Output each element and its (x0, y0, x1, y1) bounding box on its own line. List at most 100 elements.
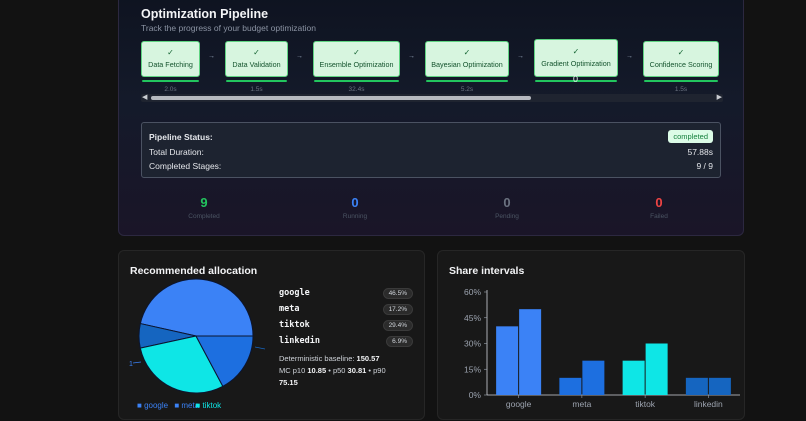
allocation-card: Recommended allocation 1 google 46.5% me… (118, 250, 425, 420)
arrow-right-icon: → (296, 53, 304, 60)
bar-linkedin-low[interactable] (685, 377, 708, 395)
stage-progress-bar (142, 80, 199, 82)
y-tick-label: 60% (464, 287, 481, 297)
stage-bayesian-optimization[interactable]: ✓ Bayesian Optimization 5.2s (425, 41, 509, 93)
channel-share-badge: 6.9% (386, 335, 413, 347)
check-icon: ✓ (572, 47, 580, 56)
stage-duration: 2.0s (164, 86, 177, 93)
pipeline-title: Optimization Pipeline (141, 7, 269, 21)
mc-p90-value: 75.15 (279, 378, 298, 387)
stat-label: Failed (650, 213, 668, 220)
arrow-right-icon: → (208, 53, 216, 60)
y-tick-label: 30% (464, 339, 481, 349)
duration-value: 57.88s (687, 147, 713, 157)
pipeline-subtitle: Track the progress of your budget optimi… (141, 23, 316, 33)
pie-legend: ■ google ■ meta ■ tiktok (137, 401, 221, 410)
arrow-right-icon: → (626, 53, 634, 60)
legend-item-google[interactable]: ■ google (137, 401, 169, 410)
baseline-label: Deterministic baseline: (279, 354, 355, 363)
horizontal-scrollbar[interactable]: ◀ ▶ (141, 94, 723, 102)
mc-label: MC p10 (279, 366, 306, 375)
stage-duration: 1.5s (674, 86, 688, 93)
x-tick-label: meta (572, 399, 591, 409)
channel-share-badge: 46.5% (382, 287, 413, 299)
pie-slice-google[interactable] (139, 278, 254, 337)
pipeline-status-box: Pipeline Status: completed Total Duratio… (141, 122, 721, 178)
stage-data-validation[interactable]: ✓ Data Validation 1.5s (225, 41, 288, 93)
bar-tiktok-high[interactable] (645, 343, 668, 396)
arrow-right-icon: → (408, 53, 416, 60)
pie-slice-meta[interactable] (195, 335, 254, 387)
stat-label: Completed (188, 213, 220, 220)
bar-tiktok-low[interactable] (622, 360, 645, 395)
allocation-row-linkedin: linkedin 6.9% (279, 333, 413, 349)
legend-label: tiktok (202, 401, 222, 410)
bar-meta-high[interactable] (582, 360, 605, 395)
stage-label: Data Fetching (148, 60, 193, 69)
stat-value: 0 (351, 195, 359, 210)
legend-item-meta[interactable]: ■ meta (174, 401, 200, 410)
stage-label: Ensemble Optimization (319, 60, 394, 69)
channel-name: tiktok (279, 320, 310, 330)
allocation-list: google 46.5% meta 17.2% tiktok 29.4% lin… (279, 285, 413, 349)
p50-label: p50 (332, 366, 346, 375)
stage-progress-bar (314, 80, 399, 82)
duration-label: Total Duration: (149, 147, 204, 157)
y-tick-label: 45% (464, 313, 481, 323)
baseline-summary: Deterministic baseline: 150.57 MC p10 10… (279, 354, 386, 387)
stat-value: 0 (503, 195, 511, 210)
share-intervals-bar-chart: 0% 15% 30% 45% 60% google meta tiktok linkedin (464, 287, 740, 409)
stage-gradient-optimization[interactable]: ✓ Gradient Optimization (534, 39, 618, 82)
completed-stages-label: Completed Stages: (149, 161, 222, 171)
p90-label: p90 (373, 366, 386, 375)
mc-p10-value: 10.85 (307, 366, 327, 375)
bar-google-low[interactable] (496, 326, 519, 395)
check-icon: ✓ (253, 48, 260, 57)
legend-label: google (144, 401, 169, 410)
bar-google-high[interactable] (519, 309, 542, 395)
channel-name: google (279, 288, 310, 298)
mc-p50-value: 30.81 (347, 366, 367, 375)
scrollbar-thumb[interactable] (151, 96, 531, 100)
channel-share-badge: 17.2% (382, 303, 413, 315)
baseline-value: 150.57 (356, 354, 380, 363)
channel-share-badge: 29.4% (382, 319, 413, 331)
x-tick-label: tiktok (635, 399, 656, 409)
share-intervals-card: Share intervals 0% 15% 30% 45% 60% google meta… (437, 250, 745, 420)
scroll-left-icon[interactable]: ◀ (142, 94, 148, 101)
stage-data-fetching[interactable]: ✓ Data Fetching 2.0s (141, 41, 200, 93)
y-tick-label: 15% (464, 364, 481, 374)
status-badge: completed (668, 130, 713, 143)
stat-running: 0 Running (315, 195, 395, 221)
stage-duration: 5.2s (460, 86, 474, 93)
status-label: Pipeline Status: (149, 131, 213, 142)
stage-ensemble-optimization[interactable]: ✓ Ensemble Optimization 32.4s (313, 41, 400, 93)
x-tick-label: linkedin (694, 399, 723, 409)
x-tick-label: google (506, 399, 532, 409)
legend-label: meta (181, 401, 200, 410)
bar-linkedin-high[interactable] (708, 377, 731, 395)
stage-label: Data Validation (232, 60, 281, 69)
allocation-row-google: google 46.5% (279, 285, 413, 301)
pie-slice-tiktok[interactable] (139, 335, 224, 394)
check-icon: ✓ (353, 48, 360, 57)
stat-pending: 0 Pending (467, 195, 547, 221)
bar-meta-low[interactable] (559, 377, 582, 395)
stage-label: Confidence Scoring (649, 60, 713, 69)
stage-duration: 32.4s (348, 86, 365, 93)
legend-item-tiktok[interactable]: ■ tiktok (195, 401, 222, 410)
stage-duration: 1.5s (250, 86, 263, 93)
allocation-row-tiktok: tiktok 29.4% (279, 317, 413, 333)
allocation-pie-chart: 1 (129, 278, 266, 394)
check-icon: ✓ (167, 48, 174, 57)
check-icon: ✓ (677, 48, 685, 57)
pipeline-card: Optimization Pipeline Track the progress… (118, 0, 744, 236)
stage-progress-bar (644, 80, 718, 82)
stat-failed: 0 Failed (619, 195, 699, 221)
stat-value: 0 (655, 195, 663, 210)
stage-confidence-scoring[interactable]: ✓ Confidence Scoring 1.5s (643, 41, 719, 93)
stage-duration: 0 (573, 74, 579, 84)
scroll-right-icon[interactable]: ▶ (716, 94, 722, 101)
stage-progress-bar (426, 80, 508, 82)
stage-label: Bayesian Optimization (431, 60, 503, 69)
